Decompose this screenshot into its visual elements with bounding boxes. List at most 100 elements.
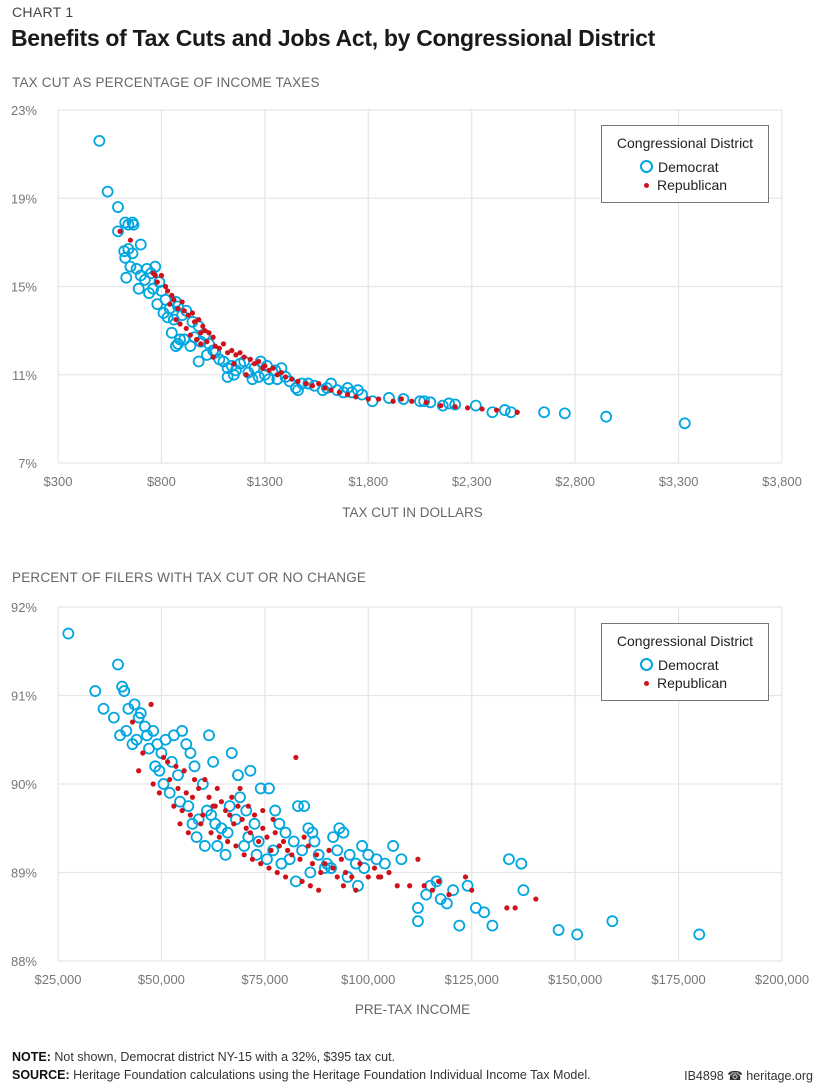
republican-point bbox=[233, 352, 239, 358]
democrat-point bbox=[267, 844, 280, 857]
republican-point bbox=[289, 852, 295, 858]
democrat-point bbox=[418, 395, 431, 408]
y-tick-label: 91% bbox=[11, 689, 37, 704]
republican-point bbox=[462, 874, 469, 880]
democrat-point bbox=[283, 375, 296, 388]
open-circle-icon bbox=[640, 160, 653, 173]
republican-point bbox=[278, 369, 285, 376]
y-tick-label: 7% bbox=[18, 456, 37, 471]
democrat-point bbox=[517, 884, 530, 897]
x-tick-label: $2,300 bbox=[452, 474, 492, 489]
republican-point bbox=[256, 838, 262, 845]
chart2-legend: Congressional District Democrat Republic… bbox=[601, 623, 769, 701]
democrat-point bbox=[244, 764, 257, 777]
dot-icon bbox=[644, 183, 649, 188]
republican-point bbox=[479, 406, 485, 412]
chart-number-label: CHART 1 bbox=[12, 4, 74, 20]
democrat-point bbox=[397, 393, 410, 405]
x-tick-label: $50,000 bbox=[138, 972, 185, 987]
republican-point bbox=[316, 380, 322, 387]
republican-point bbox=[270, 365, 276, 371]
democrat-point bbox=[552, 924, 565, 936]
republican-point bbox=[212, 803, 218, 809]
republican-point bbox=[256, 358, 262, 365]
republican-point bbox=[136, 768, 142, 774]
democrat-point bbox=[89, 685, 102, 697]
x-tick-label: $75,000 bbox=[241, 972, 288, 987]
republican-point bbox=[241, 354, 247, 360]
republican-point bbox=[295, 378, 301, 384]
democrat-point bbox=[232, 769, 244, 782]
democrat-point bbox=[387, 840, 400, 852]
y-tick-label: 19% bbox=[11, 191, 37, 206]
democrat-point bbox=[678, 417, 691, 430]
republican-point bbox=[185, 830, 191, 836]
republican-point bbox=[390, 398, 396, 404]
republican-point bbox=[129, 719, 136, 725]
republican-point bbox=[251, 361, 258, 367]
republican-point bbox=[247, 830, 253, 836]
democrat-point bbox=[263, 782, 275, 795]
democrat-point bbox=[182, 800, 195, 813]
democrat-point bbox=[172, 769, 184, 782]
democrat-point bbox=[127, 218, 140, 231]
legend-item-democrat: Democrat bbox=[640, 657, 719, 673]
republican-point bbox=[260, 807, 266, 814]
site-link[interactable]: heritage.org bbox=[746, 1069, 813, 1083]
democrat-point bbox=[118, 685, 131, 697]
republican-point bbox=[386, 869, 392, 876]
footnote-note: NOTE: Not shown, Democrat district NY-15… bbox=[12, 1050, 396, 1064]
democrat-point bbox=[225, 747, 238, 759]
republican-point bbox=[429, 887, 436, 893]
democrat-point bbox=[120, 271, 133, 284]
republican-point bbox=[268, 847, 274, 853]
democrat-point bbox=[126, 247, 139, 260]
democrat-point bbox=[221, 826, 234, 839]
democrat-point bbox=[337, 826, 350, 839]
republican-point bbox=[353, 887, 359, 893]
democrat-point bbox=[378, 857, 391, 870]
republican-point bbox=[309, 383, 316, 389]
democrat-point bbox=[325, 862, 337, 874]
republican-point bbox=[171, 803, 177, 809]
republican-point bbox=[249, 856, 256, 862]
legend-item-republican: Republican bbox=[640, 177, 727, 193]
democrat-point bbox=[254, 782, 267, 795]
x-tick-label: $125,000 bbox=[445, 972, 499, 987]
republican-point bbox=[365, 874, 371, 880]
republican-point bbox=[305, 843, 311, 849]
republican-point bbox=[282, 374, 289, 380]
republican-point bbox=[243, 825, 249, 831]
republican-point bbox=[227, 812, 233, 818]
republican-point bbox=[409, 398, 415, 404]
republican-point bbox=[165, 759, 171, 765]
republican-point bbox=[225, 350, 231, 356]
democrat-point bbox=[207, 755, 220, 768]
chart-title: Benefits of Tax Cuts and Jobs Act, by Co… bbox=[11, 25, 656, 51]
democrat-point bbox=[412, 901, 424, 914]
republican-point bbox=[177, 821, 183, 827]
republican-point bbox=[328, 387, 334, 393]
democrat-point bbox=[287, 835, 300, 848]
x-tick-label: $1,800 bbox=[348, 474, 388, 489]
republican-point bbox=[239, 816, 245, 822]
legend-item-democrat: Democrat bbox=[640, 159, 719, 175]
democrat-point bbox=[250, 848, 263, 861]
democrat-point bbox=[478, 906, 491, 919]
republican-point bbox=[280, 838, 287, 845]
republican-point bbox=[165, 288, 171, 294]
democrat-point bbox=[205, 809, 217, 821]
democrat-point bbox=[186, 817, 199, 830]
democrat-point bbox=[132, 282, 145, 295]
republican-point bbox=[117, 228, 123, 234]
republican-point bbox=[206, 330, 212, 336]
x-tick-label: $150,000 bbox=[548, 972, 602, 987]
republican-point bbox=[297, 856, 303, 862]
democrat-point bbox=[227, 368, 240, 381]
democrat-point bbox=[356, 840, 368, 852]
chart1-scatter-plot: 7% 11% 15% 19% 23% $300 $800 $1300 $1,800 $2,300 $… bbox=[11, 103, 802, 489]
republican-point bbox=[266, 367, 272, 373]
republican-point bbox=[208, 830, 214, 836]
democrat-point bbox=[120, 724, 133, 737]
democrat-point bbox=[147, 282, 160, 295]
